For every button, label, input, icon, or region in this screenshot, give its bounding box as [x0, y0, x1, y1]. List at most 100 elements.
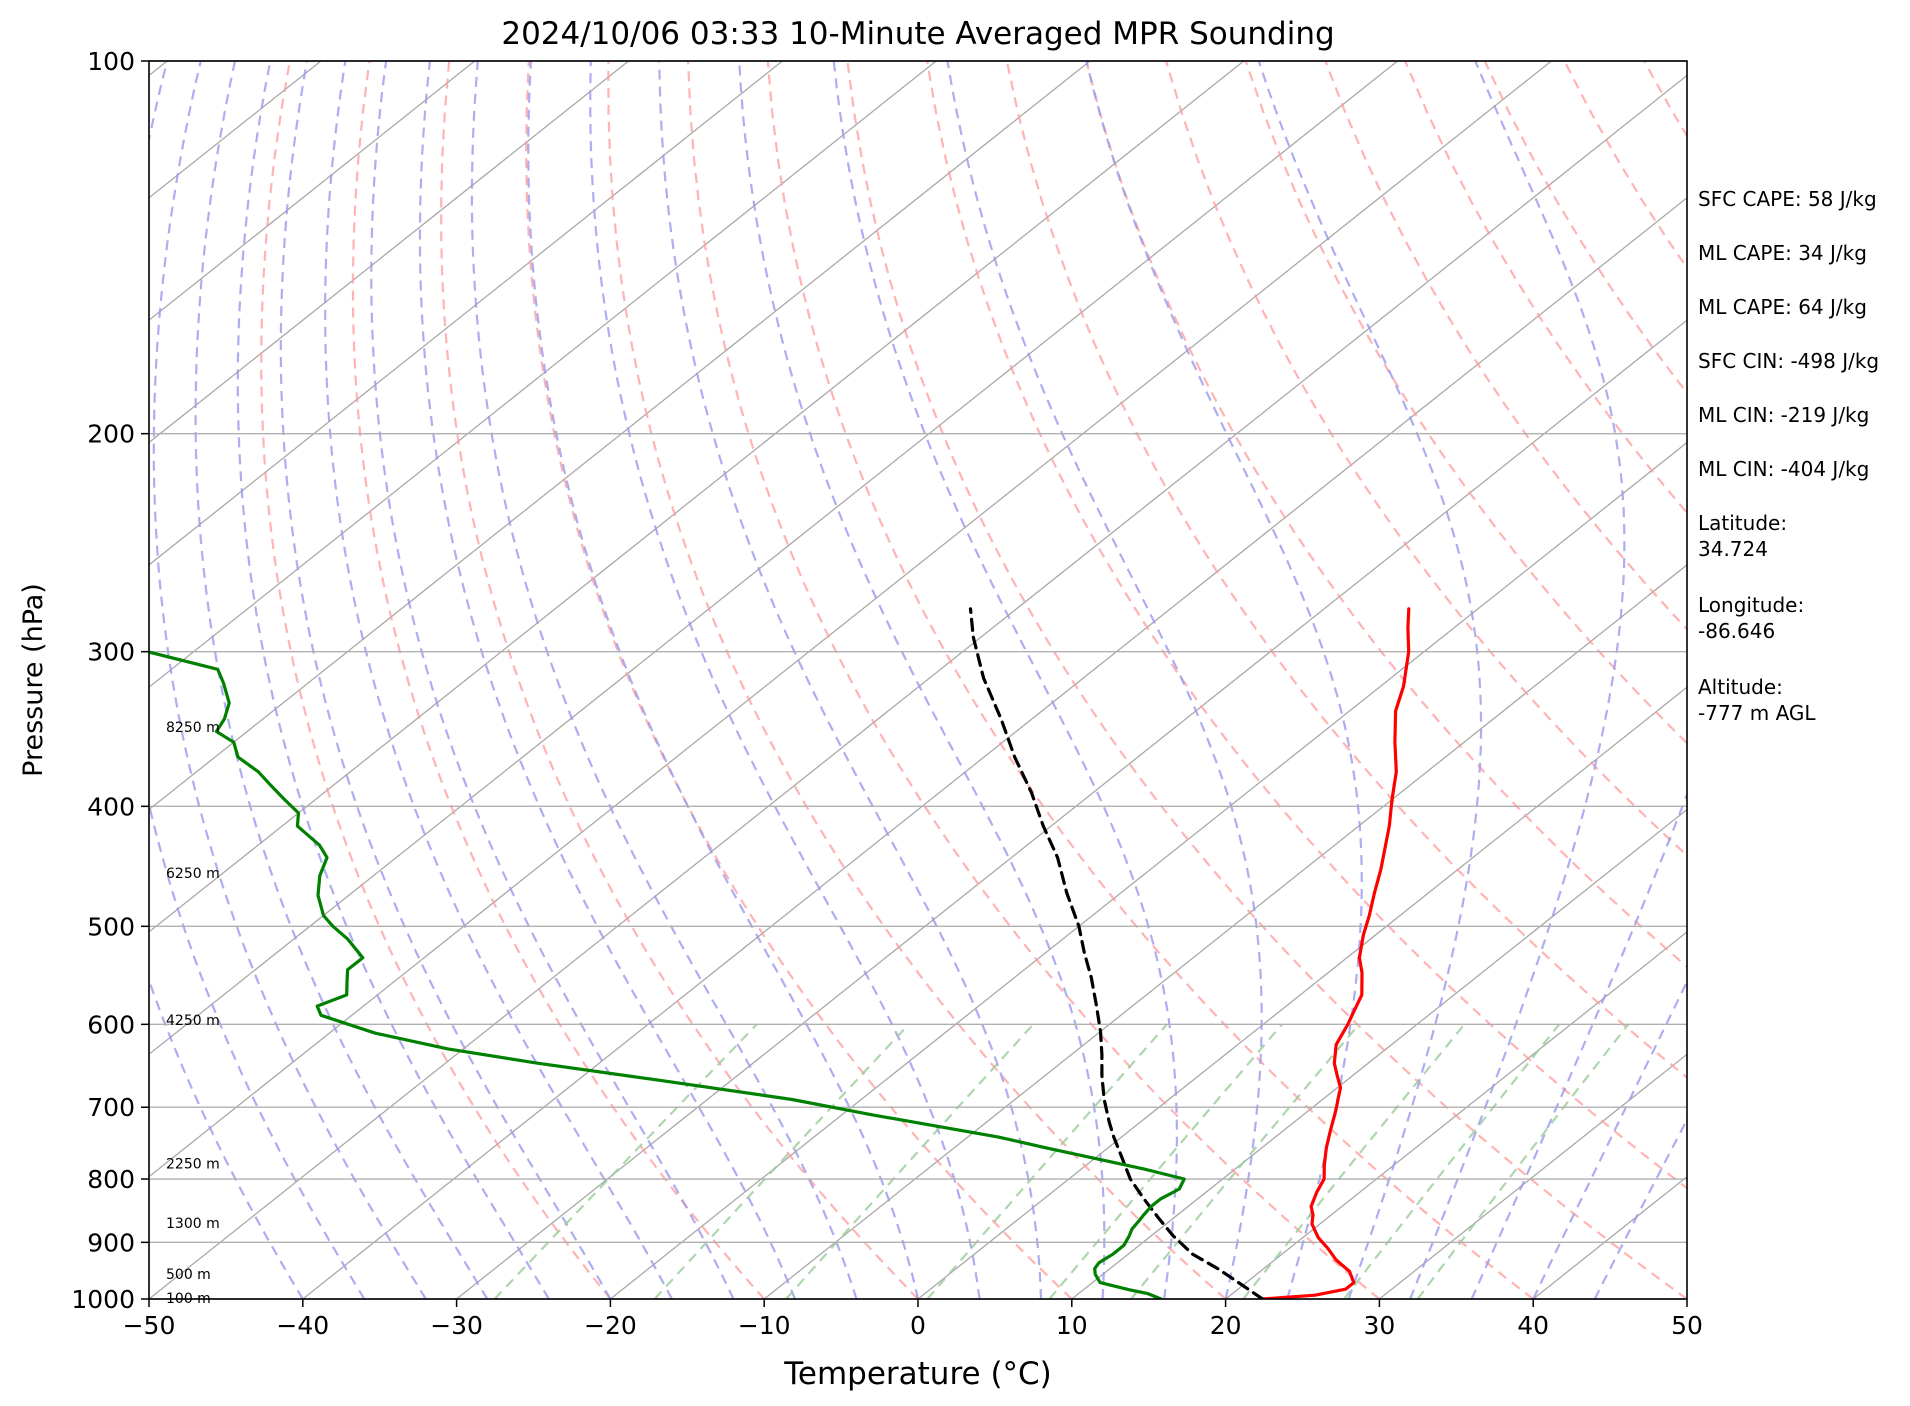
isotherm-line [302, 196, 1687, 1299]
moist-adiabat-line [324, 61, 673, 1299]
isotherm-line [917, 686, 1687, 1299]
height-label: 500 m [166, 1267, 211, 1283]
isotherm-line [149, 61, 783, 566]
height-label: 4250 m [166, 1013, 220, 1029]
moist-adiabat-line [832, 61, 1179, 1299]
mixing-ratio-line [1343, 1023, 1560, 1299]
dry-adiabat-line [607, 61, 1227, 1299]
x-tick-label: −30 [430, 1311, 483, 1340]
moist-adiabat-line [738, 61, 1106, 1299]
isotherm-line [149, 61, 1245, 933]
latitude: Latitude: 34.724 [1698, 511, 1788, 561]
x-tick-label: 40 [1517, 1311, 1549, 1340]
x-tick-label: −40 [276, 1311, 329, 1340]
mixing-ratio-line [653, 1023, 910, 1299]
x-tick-label: −50 [123, 1311, 176, 1340]
y-axis-ticks: 100 200 300 400 500 600 700 800 900 1000 [71, 47, 149, 1314]
x-tick-label: −10 [738, 1311, 791, 1340]
moist-adiabat-line [152, 61, 427, 1299]
dry-adiabat-line [440, 61, 919, 1299]
isotherm-line [456, 319, 1687, 1299]
isotherm-line [1225, 931, 1687, 1299]
mixing-ratio-line [926, 1023, 1168, 1299]
moist-adiabat-line [194, 61, 489, 1299]
dry-adiabat-line [687, 61, 1381, 1299]
isotherm-line [149, 61, 1398, 1056]
dry-adiabat-line [766, 61, 1534, 1299]
longitude: Longitude: -86.646 [1698, 593, 1805, 643]
moist-adiabat-line [370, 61, 735, 1299]
y-tick-label: 500 [87, 912, 135, 941]
moist-adiabat-line [418, 61, 797, 1299]
sfc-cin: SFC CIN: -498 J/kg [1698, 349, 1880, 373]
dry-adiabat-line [1085, 61, 1687, 969]
y-tick-label: 900 [87, 1228, 135, 1257]
dry-adiabat-line [926, 61, 1687, 1190]
isotherm-line [149, 61, 937, 689]
x-tick-label: 20 [1210, 1311, 1242, 1340]
y-tick-label: 600 [87, 1010, 135, 1039]
isotherm-line [149, 61, 1552, 1178]
y-tick-label: 200 [87, 420, 135, 449]
y-axis-label: Pressure (hPa) [18, 583, 49, 777]
sounding-series [149, 607, 1411, 1299]
x-tick-label: −20 [584, 1311, 637, 1340]
moist-adiabat-line [1409, 61, 1626, 1299]
y-tick-label: 800 [87, 1165, 135, 1194]
ml-cin-2: ML CIN: -404 J/kg [1698, 457, 1870, 481]
isotherm-line [1378, 1053, 1687, 1299]
mixing-ratio-line [493, 1023, 758, 1299]
sounding-series-0 [1260, 607, 1411, 1299]
isotherm-line [149, 61, 476, 321]
x-tick-label: 0 [910, 1311, 926, 1340]
moist-adiabat-line [527, 61, 920, 1299]
x-tick-label: 30 [1363, 1311, 1395, 1340]
x-axis-label: Temperature (°C) [783, 1356, 1052, 1392]
height-label: 6250 m [166, 866, 220, 882]
moist-adiabat-line [946, 61, 1263, 1299]
y-tick-label: 300 [87, 638, 135, 667]
moist-adiabat-line [589, 61, 981, 1299]
isotherm-line [149, 61, 629, 444]
background-lines [149, 61, 1687, 1299]
sounding-series-1 [968, 607, 1265, 1299]
y-tick-label: 1000 [71, 1285, 135, 1314]
sfc-cape: SFC CAPE: 58 J/kg [1698, 187, 1877, 211]
moist-adiabat-line [279, 61, 612, 1299]
altitude: Altitude: -777 m AGL [1698, 675, 1816, 725]
height-label: 1300 m [166, 1216, 220, 1232]
sounding-series-2 [149, 650, 1186, 1299]
y-tick-label: 400 [87, 792, 135, 821]
y-tick-label: 100 [87, 47, 135, 76]
ml-cape-2: ML CAPE: 64 J/kg [1698, 295, 1867, 319]
x-tick-label: 10 [1056, 1311, 1088, 1340]
height-label: 2250 m [166, 1156, 220, 1172]
height-label: 8250 m [166, 720, 220, 736]
moist-adiabat-line [470, 61, 858, 1299]
moist-adiabat-line [658, 61, 1043, 1299]
moist-adiabat-line [1257, 61, 1483, 1299]
chart-title: 2024/10/06 03:33 10-Minute Averaged MPR … [501, 16, 1334, 52]
dry-adiabat-line [260, 61, 612, 1299]
dry-adiabat-line [1324, 61, 1687, 631]
moist-adiabat-line [236, 61, 550, 1299]
isotherm-line [609, 441, 1687, 1299]
pressure-gridlines [149, 60, 1687, 1300]
ml-cin-1: ML CIN: -219 J/kg [1698, 403, 1870, 427]
isotherm-line [763, 564, 1687, 1299]
isotherm-line [149, 61, 1091, 811]
dry-adiabat-line [351, 61, 766, 1299]
ml-cape-1: ML CAPE: 34 J/kg [1698, 241, 1867, 265]
mixing-ratio-line [785, 1023, 1035, 1299]
isotherm-line [149, 74, 1687, 1299]
x-tick-label: 50 [1671, 1311, 1703, 1340]
isotherm-line [1071, 808, 1687, 1299]
x-axis-ticks: −50 −40 −30 −20 −10 0 10 20 30 40 50 [123, 1299, 1703, 1340]
mixing-ratio-line [1416, 1023, 1630, 1299]
plot-frame [148, 60, 1688, 1300]
dry-adiabat-line [1244, 61, 1687, 745]
dry-adiabat-line [846, 61, 1687, 1299]
sounding-parameters: SFC CAPE: 58 J/kg ML CAPE: 34 J/kg ML CA… [1698, 186, 1908, 756]
